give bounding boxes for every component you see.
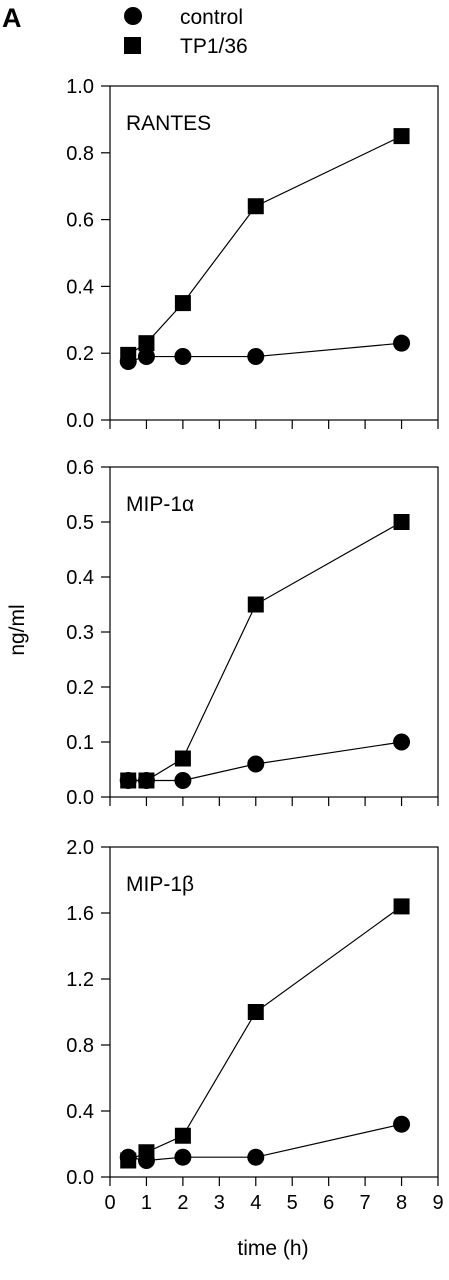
- data-point-control: [119, 353, 137, 371]
- x-tick-label: 0: [104, 1192, 115, 1214]
- y-tick-label: 0.4: [66, 1101, 94, 1123]
- x-tick-label: 3: [214, 1192, 225, 1214]
- y-tick-label: 0.3: [66, 622, 94, 644]
- data-point-control: [174, 348, 192, 366]
- y-tick-label: 1.6: [66, 903, 94, 925]
- data-point-control: [393, 334, 411, 352]
- data-point-tp136: [393, 898, 410, 915]
- y-tick-label: 0.2: [66, 343, 94, 365]
- panel-title: MIP-1α: [126, 493, 194, 516]
- y-tick-label: 0.8: [66, 1035, 94, 1057]
- series-line-control: [128, 342, 402, 363]
- y-tick-label: 0.4: [66, 567, 94, 589]
- legend-marker-tp136: [124, 37, 141, 54]
- data-point-control: [247, 1148, 265, 1166]
- series-line-tp136: [127, 135, 402, 356]
- data-point-control: [393, 733, 411, 751]
- legend-marker-control: [124, 7, 142, 25]
- series-line-tp136: [128, 521, 402, 782]
- panel-title: MIP-1β: [126, 873, 194, 896]
- x-tick-label: 9: [432, 1192, 443, 1214]
- y-tick-label: 0.6: [66, 210, 94, 232]
- data-point-control: [247, 755, 265, 773]
- y-axis-label: ng/ml: [6, 604, 29, 655]
- data-point-control: [119, 1148, 137, 1166]
- data-point-tp136: [247, 198, 264, 215]
- legend-label-control: control: [180, 6, 243, 29]
- plot-frame: [109, 466, 439, 798]
- series-line-tp136: [127, 905, 402, 1162]
- data-point-control: [174, 1148, 192, 1166]
- x-tick-label: 5: [287, 1192, 298, 1214]
- data-point-control: [247, 348, 265, 366]
- data-point-control: [174, 772, 192, 789]
- x-tick-label: 6: [323, 1192, 334, 1214]
- panel-3: 0.0 0.4 0.8 1.2 1.6 2.0 0 1 2 3 4 5 6 7 8 9 MIP-1β: [66, 837, 443, 1214]
- x-tick-label: 7: [360, 1192, 371, 1214]
- x-axis-label: time (h): [237, 1237, 308, 1260]
- panel-title: RANTES: [126, 112, 211, 135]
- data-point-tp136: [174, 295, 191, 312]
- y-tick-label: 0.0: [66, 787, 94, 809]
- chart-panels: 0.00.20.40.60.81.0RANTES0.00.10.20.30.40…: [66, 76, 443, 1214]
- plot-frame: [109, 85, 439, 421]
- y-tick-label: 0.0: [66, 1167, 94, 1189]
- y-tick-label: 0.1: [66, 732, 94, 754]
- y-tick-label: 0.5: [66, 512, 94, 534]
- panel-letter: A: [2, 3, 22, 33]
- plot-frame: [109, 846, 439, 1178]
- data-point-tp136: [174, 750, 191, 767]
- y-tick-label: 1.2: [66, 969, 94, 991]
- y-tick-label: 0.0: [66, 410, 94, 432]
- data-point-control: [137, 772, 155, 789]
- data-point-tp136: [393, 514, 410, 530]
- data-point-control: [393, 1115, 411, 1133]
- y-tick-label: 0.6: [66, 457, 94, 479]
- data-point-tp136: [138, 335, 155, 352]
- data-point-tp136: [247, 1004, 264, 1020]
- panel-1: 0.0 0.2 0.4 0.6 0.8 1.0 RANTES: [66, 76, 439, 432]
- y-tick-label: 0.2: [66, 677, 94, 699]
- legend-label-tp136: TP1/36: [180, 35, 248, 58]
- data-point-tp136: [393, 128, 410, 145]
- legend: control TP1/36: [124, 6, 248, 58]
- y-tick-label: 0.8: [66, 143, 94, 165]
- x-tick-label: 1: [141, 1192, 152, 1214]
- data-point-control: [119, 772, 137, 789]
- y-tick-label: 1.0: [66, 76, 94, 98]
- x-tick-label: 8: [396, 1192, 407, 1214]
- panel-2: 0.0 0.1 0.2 0.3 0.4 0.5 0.6 MIP-1α: [66, 457, 439, 809]
- x-tick-label: 4: [250, 1192, 261, 1214]
- data-point-tp136: [174, 1127, 191, 1144]
- y-tick-label: 2.0: [66, 837, 94, 859]
- x-tick-label: 2: [177, 1192, 188, 1214]
- y-tick-label: 0.4: [66, 276, 94, 298]
- series-line-control: [128, 741, 402, 782]
- data-point-control: [137, 1152, 155, 1169]
- data-point-control: [137, 348, 155, 366]
- data-point-tp136: [247, 596, 264, 613]
